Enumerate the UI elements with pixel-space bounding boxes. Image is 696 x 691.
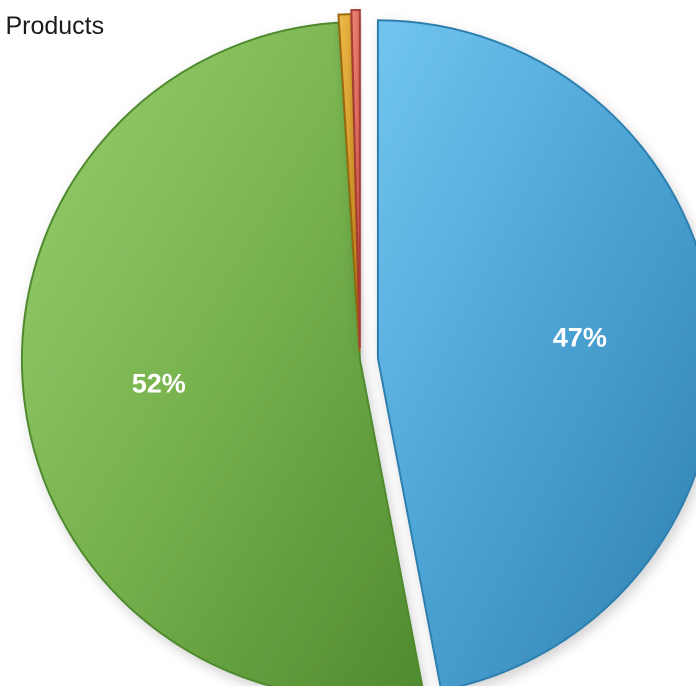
pie-slice <box>350 8 361 349</box>
slice-data-label: 52% <box>132 369 186 399</box>
pie-slice <box>376 19 696 691</box>
pie-slice <box>20 21 425 691</box>
chart-title: k Products <box>0 12 105 40</box>
slice-data-label: 47% <box>553 322 607 352</box>
